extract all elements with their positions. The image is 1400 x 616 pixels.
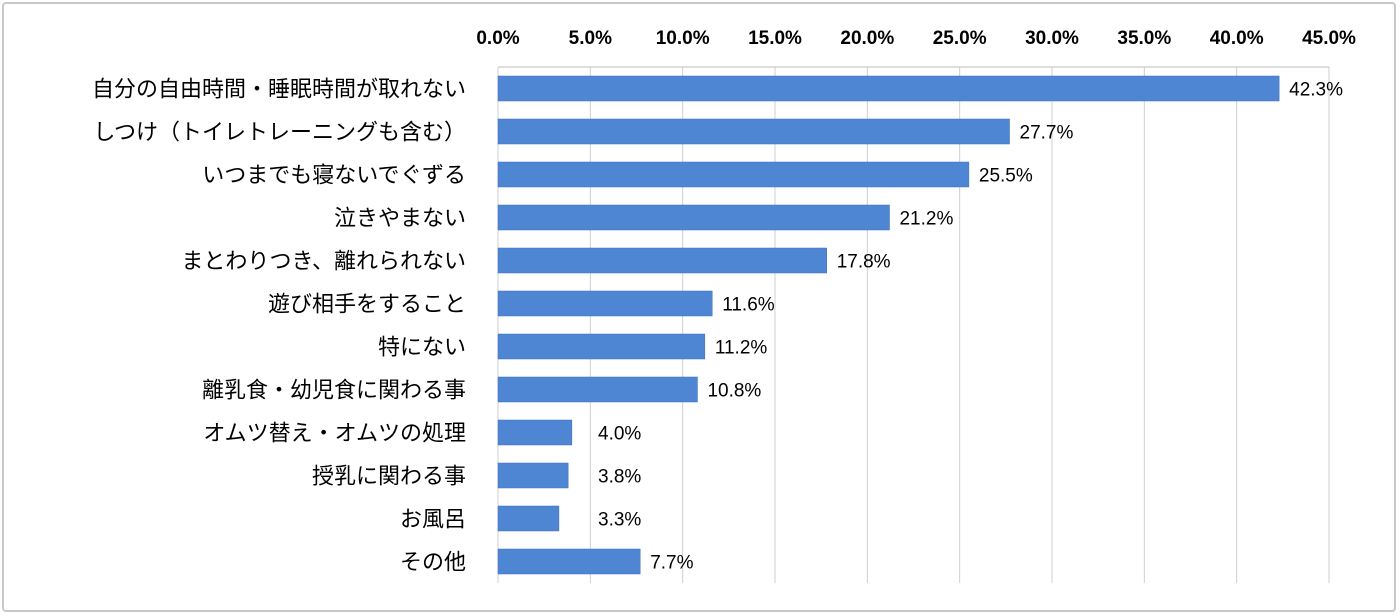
bar	[497, 290, 713, 317]
category-label: その他	[400, 551, 466, 576]
x-tick-label: 0.0%	[476, 28, 519, 49]
data-label: 11.6%	[722, 295, 775, 316]
category-label: しつけ（トイレトレーニングも含む）	[93, 121, 466, 146]
category-label: 泣きやまない	[334, 207, 466, 232]
category-label: 遊び相手をすること	[268, 293, 466, 318]
category-label: お風呂	[400, 508, 466, 533]
data-label: 4.0%	[598, 424, 641, 445]
x-tick-label: 30.0%	[1025, 28, 1079, 49]
bar	[497, 505, 560, 532]
category-label: 授乳に関わる事	[312, 465, 466, 490]
bar	[497, 333, 706, 360]
x-tick-label: 5.0%	[569, 28, 612, 49]
gridlines	[497, 66, 1330, 583]
x-tick-label: 25.0%	[933, 28, 987, 49]
x-tick-label: 10.0%	[656, 28, 710, 49]
bar	[497, 161, 970, 188]
data-label: 25.5%	[979, 166, 1033, 187]
bar	[497, 247, 827, 274]
x-tick-label: 35.0%	[1117, 28, 1171, 49]
category-label: オムツ替え・オムツの処理	[203, 422, 466, 447]
category-label: 離乳食・幼児食に関わる事	[202, 379, 466, 404]
bar	[497, 118, 1010, 145]
data-label: 21.2%	[899, 209, 953, 230]
x-axis-ticks: 0.0% 5.0% 10.0% 15.0% 20.0% 25.0% 30.0% 35.0% 40…	[476, 28, 1356, 49]
data-labels: 42.3% 27.7% 25.5% 21.2% 17.8% 11.6% 11.2% 10.8%…	[598, 80, 1343, 574]
bars	[497, 75, 1280, 575]
category-label: まとわりつき、離れられない	[181, 250, 466, 275]
category-label: 自分の自由時間・睡眠時間が取れない	[92, 78, 466, 103]
data-label: 3.8%	[598, 467, 641, 488]
bar	[497, 376, 698, 403]
category-label: 特にない	[378, 336, 466, 361]
bar	[497, 548, 641, 575]
x-tick-label: 20.0%	[840, 28, 894, 49]
data-label: 3.3%	[598, 510, 641, 531]
category-label: いつまでも寝ないでぐずる	[202, 164, 466, 189]
x-tick-label: 40.0%	[1210, 28, 1264, 49]
data-label: 42.3%	[1289, 80, 1343, 101]
bar	[497, 462, 569, 489]
data-label: 10.8%	[707, 381, 761, 402]
bar	[497, 204, 890, 231]
x-tick-label: 15.0%	[748, 28, 802, 49]
data-label: 11.2%	[715, 338, 768, 359]
data-label: 27.7%	[1020, 123, 1074, 144]
bar	[497, 419, 573, 446]
x-tick-label: 45.0%	[1302, 28, 1356, 49]
bar	[497, 75, 1280, 102]
data-label: 17.8%	[837, 252, 891, 273]
data-label: 7.7%	[650, 553, 693, 574]
